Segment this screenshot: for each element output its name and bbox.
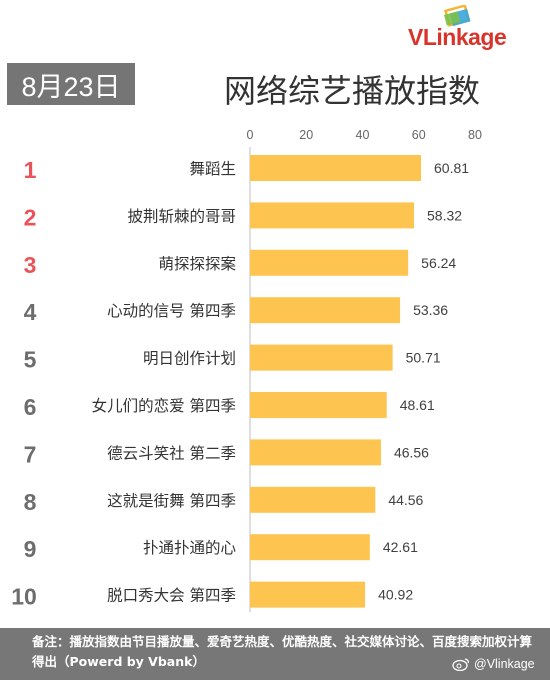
vlinkage-logo-icon	[443, 5, 471, 27]
rank-number: 9	[24, 536, 37, 562]
category-label: 女儿们的恋爱 第四季	[92, 396, 236, 415]
bar	[250, 249, 409, 276]
x-tick-label: 40	[356, 128, 370, 142]
rank-number: 6	[24, 394, 37, 420]
category-label: 脱口秀大会 第四季	[107, 587, 236, 605]
rank-number: 2	[24, 204, 37, 230]
footer-note: 备注：播放指数由节目播放量、爱奇艺热度、优酷热度、社交媒体讨论、百度搜索加权计算…	[32, 634, 533, 669]
rank-number: 10	[11, 584, 37, 610]
x-tick-label: 0	[247, 128, 254, 142]
value-label: 58.32	[427, 207, 462, 223]
category-label: 舞蹈生	[189, 160, 236, 178]
date-badge: 8月23日	[7, 63, 135, 105]
category-label: 德云斗笑社 第二季	[107, 444, 236, 462]
rank-number: 4	[24, 299, 37, 325]
value-label: 53.36	[413, 302, 448, 318]
x-tick-label: 60	[412, 128, 426, 142]
bar	[250, 155, 422, 181]
bar	[250, 202, 415, 229]
weibo-icon	[452, 658, 470, 671]
category-label: 心动的信号 第四季	[107, 302, 236, 320]
watermark-text: @Vlinkage	[474, 657, 535, 671]
value-label: 48.61	[400, 397, 435, 413]
x-tick-label: 20	[299, 128, 313, 142]
value-label: 40.92	[378, 587, 413, 603]
category-label: 萌探探探案	[158, 255, 236, 273]
value-label: 42.61	[383, 539, 418, 555]
rank-number: 5	[24, 347, 37, 373]
page-title: 网络综艺播放指数	[224, 72, 481, 110]
bar	[250, 581, 366, 608]
logo-wordmark: VLinkage	[408, 24, 507, 51]
value-label: 60.81	[434, 160, 469, 176]
category-label: 披荆斩棘的哥哥	[127, 207, 236, 225]
value-label: 56.24	[421, 255, 456, 271]
bar	[250, 486, 376, 513]
rank-number: 7	[24, 441, 37, 467]
category-label: 扑通扑通的心	[143, 539, 236, 557]
bar-chart: 0 20 40 60 80 60.81 舞蹈生 1 58.32 披荆斩棘的哥哥 2 56.24 萌探探探…	[11, 128, 482, 612]
rank-number: 1	[24, 157, 37, 183]
logo-text-v: VL	[408, 24, 437, 50]
category-label: 明日创作计划	[143, 350, 236, 368]
x-tick-label: 80	[468, 128, 482, 142]
brand-logo: VLinkage	[405, 5, 545, 53]
rank-number: 3	[24, 252, 37, 278]
logo-text-rest: inkage	[436, 24, 507, 50]
category-label: 这就是街舞 第四季	[107, 492, 236, 510]
value-label: 44.56	[388, 492, 423, 508]
rank-number: 8	[24, 489, 37, 515]
bar	[250, 344, 393, 371]
bar	[250, 392, 387, 418]
footer-bar	[0, 628, 550, 680]
value-label: 46.56	[394, 444, 429, 460]
bar	[250, 297, 401, 324]
watermark: @Vlinkage	[452, 657, 535, 671]
bar	[250, 534, 370, 561]
bar	[250, 439, 381, 466]
value-label: 50.71	[406, 350, 441, 366]
